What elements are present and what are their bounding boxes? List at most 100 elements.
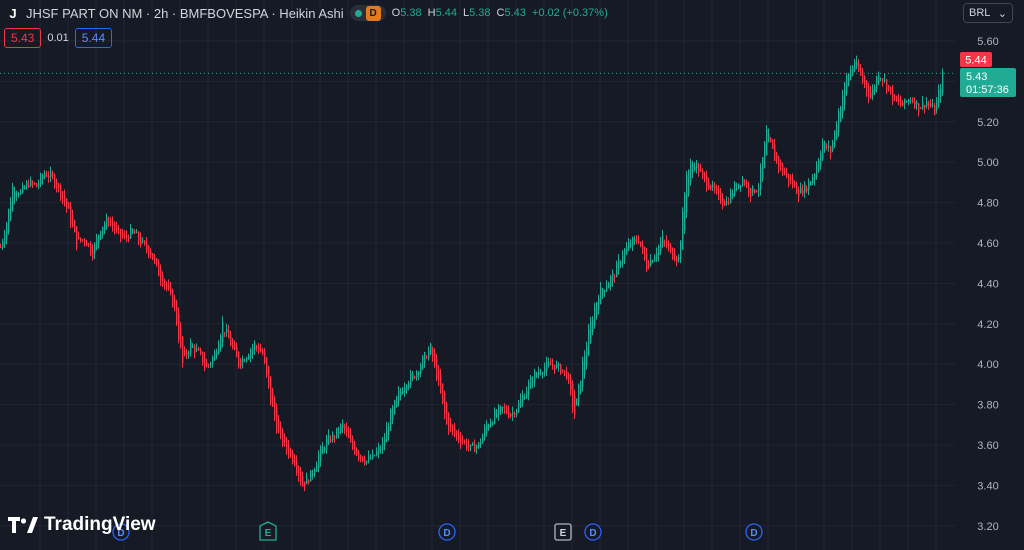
earnings-marker[interactable] [259,521,277,541]
candle-body [176,301,178,325]
candle-body [550,364,552,366]
symbol-title[interactable]: JHSF PART ON NM · 2h · BMFBOVESPA · Heik… [26,5,344,21]
candle-body [798,189,800,198]
earnings-marker[interactable] [554,523,572,541]
candle-body [400,391,402,397]
tradingview-logo[interactable]: TradingView [8,514,156,536]
ask-price-tag-label: 5.44 [965,55,986,67]
candle-body [814,174,816,181]
price-tick-label: 3.80 [977,400,998,412]
candle-body [152,253,154,260]
candle-body [882,78,884,82]
currency-select[interactable]: BRL ⌄ [963,3,1013,23]
candle-body [220,335,222,349]
candle-body [376,451,378,456]
price-tick-label: 3.20 [977,521,998,533]
candle-body [416,371,418,378]
candle-body [748,183,750,193]
candle-body [622,255,624,264]
symbol-logo-icon[interactable]: J [9,5,17,21]
candle-body [302,476,304,487]
candle-body [806,187,808,192]
candle-body [668,243,670,248]
candle-body [774,144,776,161]
high-label: H [427,7,436,19]
candle-body [726,201,728,204]
candle-body [142,240,144,242]
candle-body [82,239,84,241]
price-tick-label: 5.60 [977,36,998,48]
candle-body [756,191,758,193]
candle-body [684,194,686,231]
candle-body [162,274,164,286]
candle-body [648,261,650,269]
candle-body [274,398,276,418]
price-tick-label: 5.20 [977,117,998,129]
dividend-marker[interactable] [112,523,130,541]
candle-body [690,164,692,182]
candle-body [582,361,584,388]
candle-body [146,242,148,250]
dividend-marker[interactable] [745,523,763,541]
candle-body [278,419,280,433]
candle-body [148,246,150,256]
candle-body [870,91,872,99]
candle-body [658,245,660,256]
chart-grid [0,0,955,550]
dividend-marker[interactable] [584,523,602,541]
candle-body [0,247,2,249]
event-marker-letter: E [560,528,567,539]
candle-body [788,173,790,183]
event-marker-letter: D [589,528,596,539]
candle-body [86,240,88,247]
candle-body [508,410,510,418]
candle-body [780,162,782,167]
candle-body [650,259,652,266]
candle-body [44,172,46,178]
last-price-tag [960,68,1016,97]
candle-body [272,389,274,407]
candle-body [750,188,752,197]
tradingview-logo-icon [8,517,38,533]
candle-body [626,246,628,255]
candle-body [572,383,574,408]
candle-body [134,231,136,234]
candle-body [296,461,298,473]
candle-body [202,351,204,364]
candle-body [290,450,292,455]
data-delay-badge: D [365,5,381,21]
price-axis: 5.605.405.205.004.804.604.404.204.003.80… [960,36,1016,533]
candle-body [16,193,18,196]
candle-body [318,454,320,469]
candle-body [522,395,524,404]
dividend-marker[interactable] [438,523,456,541]
chart-header: J JHSF PART ON NM · 2h · BMFBOVESPA · He… [6,4,608,22]
candle-body [770,137,772,142]
candle-body [540,373,542,375]
close-value: 5.43 [504,7,526,19]
candle-body [212,356,214,364]
candle-body [244,360,246,362]
candle-body [712,184,714,188]
candle-body [186,352,188,356]
buy-price-button[interactable]: 5.44 [74,28,113,48]
candle-body [554,364,556,371]
candle-body [324,448,326,451]
price-tick-label: 4.60 [977,238,998,250]
candle-body [488,424,490,429]
candle-body [322,446,324,455]
candle-body [358,451,360,459]
candle-body [854,62,856,71]
candle-body [364,459,366,464]
candle-body [292,452,294,463]
candle-body [98,234,100,244]
event-marker-letter: D [117,528,124,539]
candle-body [382,442,384,450]
market-status[interactable]: D [349,5,386,21]
event-marker-letter: D [750,528,757,539]
candle-body [462,440,464,442]
candle-body [574,395,576,416]
sell-price-button[interactable]: 5.43 [4,28,42,48]
candle-body [124,234,126,237]
